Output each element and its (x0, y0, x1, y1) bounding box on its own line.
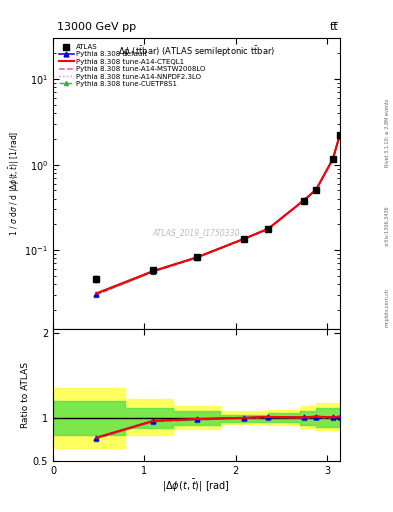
Text: Rivet 3.1.10; ≥ 2.8M events: Rivet 3.1.10; ≥ 2.8M events (385, 99, 389, 167)
Text: 13000 GeV pp: 13000 GeV pp (57, 22, 136, 32)
Text: ATLAS_2019_I1750330: ATLAS_2019_I1750330 (153, 228, 240, 238)
Legend: ATLAS, Pythia 8.308 default, Pythia 8.308 tune-A14-CTEQL1, Pythia 8.308 tune-A14: ATLAS, Pythia 8.308 default, Pythia 8.30… (57, 42, 208, 89)
Text: mcplots.cern.ch: mcplots.cern.ch (385, 288, 389, 327)
Text: arXiv:1306.3436: arXiv:1306.3436 (385, 205, 389, 246)
Y-axis label: $1\ /\ \sigma\ \mathrm{d}\sigma\ /\ \mathrm{d}\ |\Delta\phi(t,\bar{t})|\ [1/\mat: $1\ /\ \sigma\ \mathrm{d}\sigma\ /\ \mat… (7, 131, 22, 236)
X-axis label: $|\Delta\phi(t,\bar{t})|$ [rad]: $|\Delta\phi(t,\bar{t})|$ [rad] (162, 478, 231, 495)
Text: $\Delta\phi$ (t$\bar{\mathrm{t}}$bar) (ATLAS semileptonic t$\bar{\mathrm{t}}$bar: $\Delta\phi$ (t$\bar{\mathrm{t}}$bar) (A… (118, 44, 275, 59)
Y-axis label: Ratio to ATLAS: Ratio to ATLAS (21, 362, 30, 428)
Text: tt̅: tt̅ (330, 22, 339, 32)
